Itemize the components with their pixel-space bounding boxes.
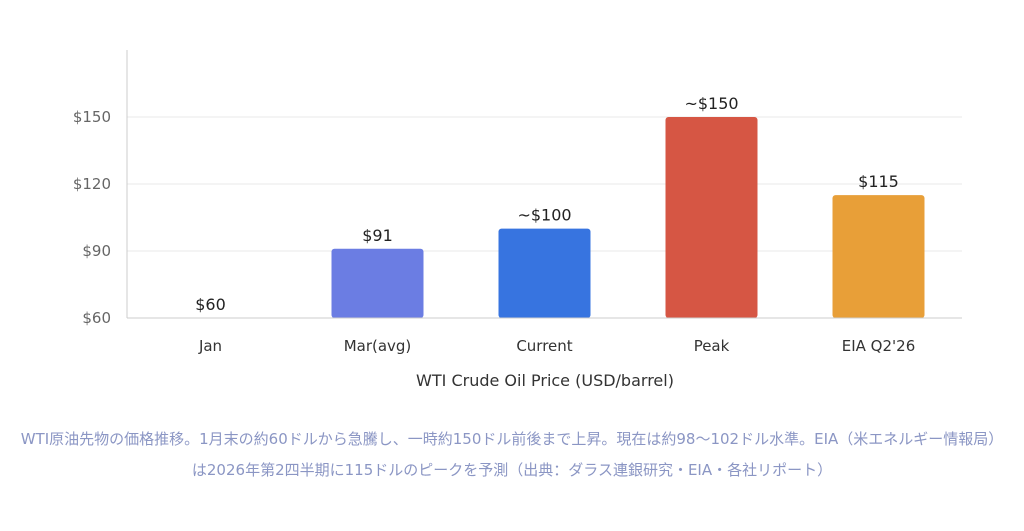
bar-value-label: $91 [362, 226, 393, 245]
y-tick-label: $150 [73, 108, 111, 126]
y-tick-label: $120 [73, 175, 111, 193]
bar-chart: $60 $91 ~$100 ~$150 $115 $60 $90 $120 $150 Jan M… [73, 50, 962, 390]
x-category-label: EIA Q2'26 [842, 337, 916, 355]
x-category-label: Current [516, 337, 572, 355]
bar [832, 195, 925, 318]
bars [331, 117, 925, 318]
x-category-labels: Jan Mar(avg) Current Peak EIA Q2'26 [198, 337, 915, 355]
bar-value-label: $60 [195, 295, 226, 314]
x-category-label: Jan [198, 337, 222, 355]
data-labels: $60 $91 ~$100 ~$150 $115 [195, 94, 899, 314]
y-tick-label: $90 [82, 242, 111, 260]
y-tick-label: $60 [82, 309, 111, 327]
bar [331, 248, 424, 318]
x-category-label: Peak [694, 337, 730, 355]
x-category-label: Mar(avg) [344, 337, 412, 355]
bar-value-label: ~$150 [684, 94, 738, 113]
chart-caption: WTI原油先物の価格推移。1月末の約60ドルから急騰し、一時約150ドル前後まで… [20, 430, 1004, 479]
bar [665, 117, 758, 318]
y-tick-labels: $60 $90 $120 $150 [73, 108, 111, 327]
bar [498, 228, 591, 318]
bar-value-label: ~$100 [517, 206, 571, 225]
bar-value-label: $115 [858, 172, 899, 191]
x-axis-title: WTI Crude Oil Price (USD/barrel) [416, 371, 674, 390]
